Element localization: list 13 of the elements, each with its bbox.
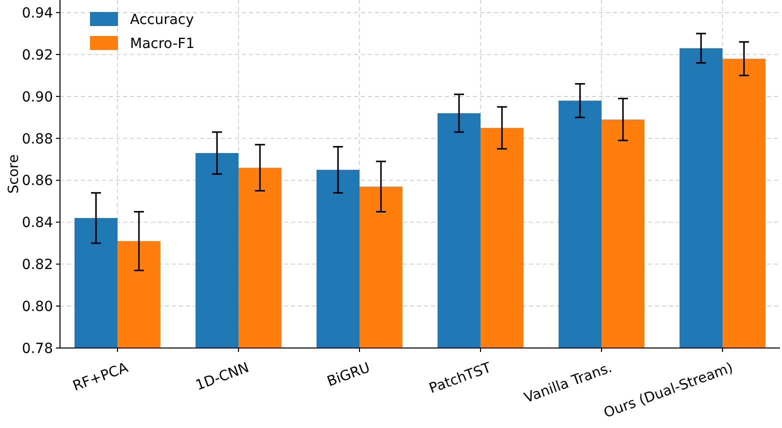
y-tick-label: 0.78 <box>22 340 53 357</box>
legend-label: Macro-F1 <box>130 36 195 52</box>
y-tick-label: 0.80 <box>22 298 53 315</box>
y-tick-label: 0.94 <box>22 5 54 22</box>
y-tick-label: 0.92 <box>22 47 53 64</box>
y-tick-label: 0.86 <box>22 173 54 190</box>
legend-label: Accuracy <box>130 12 194 28</box>
y-tick-label: 0.82 <box>22 257 53 274</box>
y-tick-label: 0.90 <box>22 89 53 106</box>
y-axis-title: Score <box>6 154 22 194</box>
x-tick-label: Vanilla Trans. <box>522 360 614 406</box>
y-tick-label: 0.84 <box>22 215 54 232</box>
y-tick-label: 0.88 <box>22 131 53 148</box>
